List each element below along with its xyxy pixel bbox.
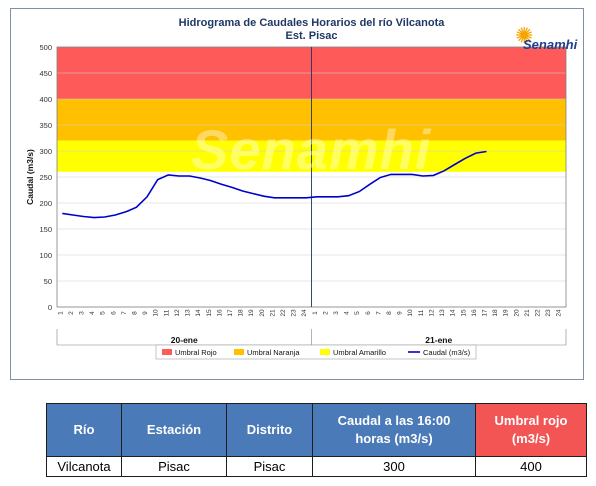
x-tick-label: 11 (163, 309, 170, 316)
x-tick-label: 7 (121, 311, 128, 315)
x-tick-label: 16 (471, 309, 478, 317)
x-tick-label: 9 (397, 311, 404, 315)
cell-caudal: 300 (312, 456, 476, 477)
x-tick-label: 1 (312, 311, 319, 315)
day-label: 21-ene (425, 335, 452, 345)
x-tick-label: 22 (280, 309, 287, 317)
x-tick-label: 15 (460, 309, 467, 317)
x-tick-label: 16 (216, 309, 223, 317)
x-tick-label: 24 (556, 309, 563, 317)
table-row: Vilcanota Pisac Pisac 300 400 (46, 456, 587, 477)
chart-frame: Hidrograma de Caudales Horarios del río … (10, 8, 584, 380)
cell-distrito: Pisac (226, 456, 313, 477)
header-umbral-rojo: Umbral rojo (m3/s) (475, 403, 587, 457)
hydrograph-chart: Hidrograma de Caudales Horarios del río … (25, 17, 567, 360)
y-tick-label: 350 (39, 121, 52, 130)
x-tick-label: 12 (174, 309, 181, 317)
x-tick-label: 12 (428, 309, 435, 317)
y-tick-label: 300 (39, 147, 52, 156)
day-label: 20-ene (171, 335, 198, 345)
x-tick-label: 5 (100, 311, 107, 315)
legend-label: Umbral Naranja (247, 348, 300, 357)
x-tick-label: 21 (524, 309, 531, 317)
x-tick-label: 17 (227, 309, 234, 317)
x-tick-label: 22 (534, 309, 541, 317)
chart-title: Hidrograma de Caudales Horarios del río … (179, 17, 446, 29)
y-tick-label: 250 (39, 173, 52, 182)
x-tick-label: 19 (248, 309, 255, 317)
x-tick-label: 15 (206, 309, 213, 317)
cell-estacion: Pisac (121, 456, 227, 477)
x-tick-label: 14 (195, 309, 202, 317)
legend-swatch (320, 349, 330, 355)
x-tick-label: 13 (439, 309, 446, 317)
y-tick-label: 500 (39, 43, 52, 52)
table-header-row: Río Estación Distrito Caudal a las 16:00… (46, 403, 587, 457)
chart-subtitle: Est. Pisac (286, 30, 338, 42)
header-distrito: Distrito (226, 403, 313, 457)
x-tick-label: 20 (513, 309, 520, 317)
x-tick-label: 10 (153, 309, 160, 317)
x-tick-label: 10 (407, 309, 414, 317)
x-tick-label: 17 (481, 309, 488, 317)
y-tick-label: 200 (39, 199, 52, 208)
x-tick-label: 3 (333, 311, 340, 315)
legend-box (155, 344, 477, 360)
x-tick-label: 3 (79, 311, 86, 315)
x-tick-label: 1 (57, 311, 64, 315)
y-tick-label: 400 (39, 95, 52, 104)
x-tick-label: 18 (238, 309, 245, 317)
x-tick-label: 4 (344, 311, 351, 315)
x-tick-label: 4 (89, 311, 96, 315)
legend-label: Umbral Amarillo (333, 348, 386, 357)
y-tick-label: 150 (39, 225, 52, 234)
x-tick-label: 20 (259, 309, 266, 317)
x-tick-label: 6 (110, 311, 117, 315)
legend-label: Umbral Rojo (175, 348, 217, 357)
header-caudal: Caudal a las 16:00 horas (m3/s) (312, 403, 476, 457)
x-tick-label: 11 (418, 309, 425, 316)
cell-rio: Vilcanota (46, 456, 122, 477)
x-tick-label: 13 (185, 309, 192, 317)
y-tick-label: 450 (39, 69, 52, 78)
y-tick-label: 0 (48, 303, 52, 312)
x-tick-label: 2 (68, 311, 75, 315)
sun-icon: ✺ (515, 23, 534, 48)
x-tick-label: 2 (322, 311, 329, 315)
x-tick-label: 23 (291, 309, 298, 317)
legend-swatch (234, 349, 244, 355)
x-tick-label: 8 (132, 311, 139, 315)
y-tick-label: 100 (39, 251, 52, 260)
x-tick-label: 9 (142, 311, 149, 315)
legend-swatch (162, 349, 172, 355)
x-tick-label: 6 (365, 311, 372, 315)
senamhi-logo: ✺ Senamhi (511, 23, 581, 57)
watermark-text: Senamhi (191, 118, 432, 181)
header-rio: Río (46, 403, 122, 457)
cell-umbral: 400 (475, 456, 587, 477)
logo-text: Senamhi (523, 37, 578, 52)
x-tick-label: 5 (354, 311, 361, 315)
x-tick-label: 7 (375, 311, 382, 315)
x-tick-label: 18 (492, 309, 499, 317)
flow-table: Río Estación Distrito Caudal a las 16:00… (46, 403, 587, 477)
x-tick-label: 23 (545, 309, 552, 317)
y-tick-label: 50 (44, 277, 52, 286)
x-tick-label: 21 (269, 309, 276, 317)
header-estacion: Estación (121, 403, 227, 457)
x-tick-label: 19 (503, 309, 510, 317)
x-tick-label: 8 (386, 311, 393, 315)
y-axis-label: Caudal (m3/s) (25, 149, 35, 205)
x-tick-label: 14 (450, 309, 457, 317)
series-line-caudal (62, 150, 487, 219)
legend-label: Caudal (m3/s) (423, 348, 471, 357)
x-tick-label: 24 (301, 309, 308, 317)
